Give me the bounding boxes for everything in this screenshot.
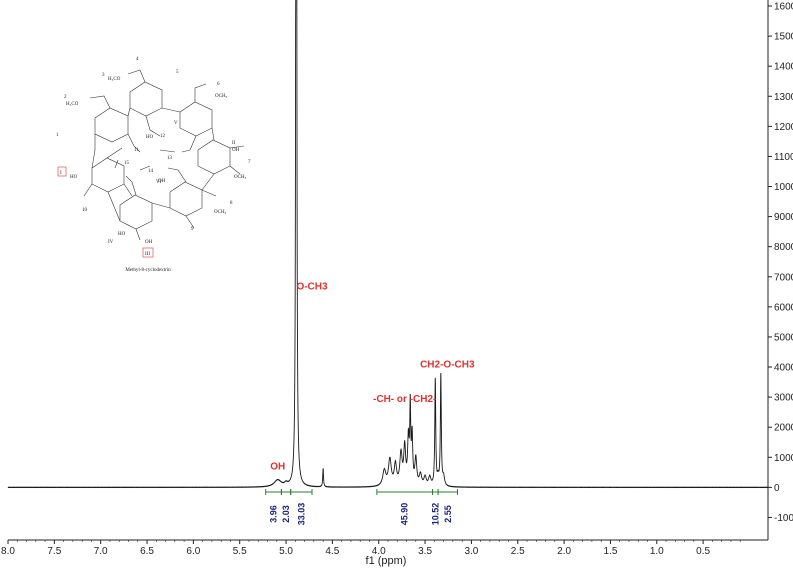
x-tick-label: 5.5: [233, 546, 247, 557]
integral-value: 10.52: [430, 503, 440, 526]
svg-text:3: 3: [102, 73, 105, 78]
molecule-structure-image: 1 2 3 4 5 6 7 8 9 10 11 12 13 14 15 II I…: [56, 57, 251, 273]
integral-value: 2.55: [443, 505, 453, 523]
y-tick-label: 8000: [774, 242, 793, 253]
x-tick-label: 4.0: [372, 546, 386, 557]
svg-text:VI: VI: [156, 180, 162, 185]
x-tick-label: 5.0: [279, 546, 293, 557]
x-tick-label: 1.0: [650, 546, 664, 557]
x-tick-label: 0.5: [696, 546, 710, 557]
svg-text:12: 12: [160, 134, 166, 139]
y-tick-label: 2000: [774, 423, 793, 434]
peak-annotation: CH2-O-CH3: [420, 359, 475, 370]
svg-text:13: 13: [167, 156, 173, 161]
svg-text:III: III: [145, 252, 150, 257]
x-tick-label: 1.5: [603, 546, 617, 557]
svg-text:IV: IV: [108, 240, 114, 245]
svg-text:10: 10: [82, 208, 88, 213]
svg-text:HO: HO: [118, 232, 126, 237]
svg-text:OH: OH: [232, 148, 240, 153]
y-tick-label: 0: [774, 483, 780, 494]
svg-text:HO: HO: [146, 135, 154, 140]
y-tick-label: 3000: [774, 393, 793, 404]
svg-text:1: 1: [56, 133, 59, 138]
svg-text:OCH₃: OCH₃: [234, 175, 247, 180]
x-tick-label: 8.0: [1, 546, 15, 557]
svg-text:11: 11: [134, 148, 139, 153]
svg-text:V: V: [174, 121, 178, 126]
svg-text:4: 4: [136, 57, 139, 62]
svg-text:7: 7: [248, 160, 251, 165]
svg-text:5: 5: [176, 70, 179, 75]
svg-text:H₃CO: H₃CO: [66, 102, 79, 107]
y-tick-label: 7000: [774, 272, 793, 283]
integral-value: 33.03: [296, 503, 306, 526]
svg-text:9: 9: [191, 227, 194, 232]
x-tick-label: 4.5: [325, 546, 339, 557]
y-tick-label: 5000: [774, 332, 793, 343]
y-tick-label: 6000: [774, 302, 793, 313]
svg-text:2: 2: [64, 95, 67, 100]
svg-text:15: 15: [124, 161, 130, 166]
svg-text:8: 8: [230, 201, 233, 206]
x-tick-label: 7.0: [94, 546, 108, 557]
svg-text:OCH₃: OCH₃: [215, 94, 228, 99]
x-tick-label: 6.0: [186, 546, 200, 557]
svg-text:H₃CO: H₃CO: [108, 77, 121, 82]
y-tick-label: 9000: [774, 212, 793, 223]
svg-text:14: 14: [148, 169, 154, 174]
svg-text:OCH₃: OCH₃: [214, 210, 227, 215]
x-tick-label: 3.0: [464, 546, 478, 557]
peak-annotation: O-CH3: [296, 282, 328, 293]
y-tick-label: 14000: [774, 62, 793, 73]
integral-value: 2.03: [281, 505, 291, 523]
svg-text:6: 6: [217, 82, 220, 87]
x-tick-label: 6.5: [140, 546, 154, 557]
peak-annotation: -CH- or -CH2-: [373, 394, 436, 405]
x-tick-label: 2.0: [557, 546, 571, 557]
y-tick-label: 13000: [774, 92, 793, 103]
x-tick-label: 2.5: [511, 546, 525, 557]
molecule-caption: Methyl-8-cyclodextrin: [125, 268, 171, 273]
x-tick-label: 3.5: [418, 546, 432, 557]
molecule-labels: 1 2 3 4 5 6 7 8 9 10 11 12 13 14 15 II I…: [56, 57, 251, 258]
svg-text:OH: OH: [145, 240, 153, 245]
x-axis-title: f1 (ppm): [366, 555, 407, 567]
y-tick-label: 11000: [774, 152, 793, 163]
y-tick-label: 12000: [774, 122, 793, 133]
peak-annotation: OH: [270, 461, 285, 472]
spectrum-trace: [7, 0, 769, 489]
y-tick-label: 15000: [774, 32, 793, 43]
y-tick-label: 4000: [774, 363, 793, 374]
y-tick-label: 10000: [774, 182, 793, 193]
integral-value: 45.90: [400, 503, 410, 526]
svg-text:I: I: [60, 171, 62, 176]
svg-text:II: II: [232, 141, 236, 146]
svg-text:OH: OH: [158, 179, 166, 184]
svg-text:HO: HO: [70, 175, 78, 180]
y-tick-label: 16000: [774, 2, 793, 13]
integral-value: 3.96: [269, 505, 279, 523]
x-tick-label: 7.5: [47, 546, 61, 557]
